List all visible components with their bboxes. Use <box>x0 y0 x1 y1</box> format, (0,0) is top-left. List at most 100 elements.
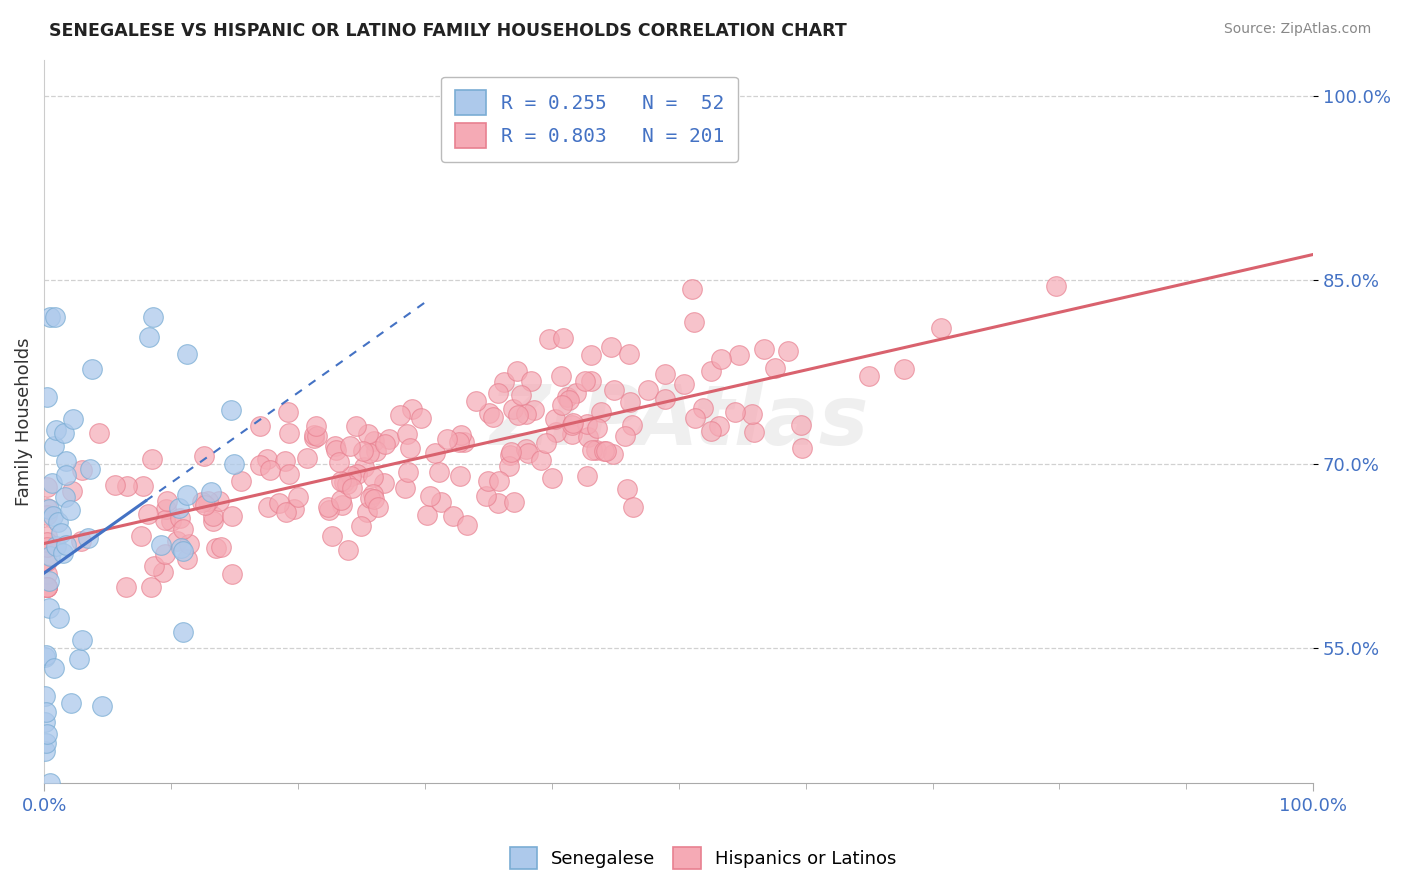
Point <box>742 425 765 439</box>
Point <box>593 443 616 458</box>
Point <box>579 375 602 389</box>
Point <box>619 395 641 409</box>
Point <box>259 463 281 477</box>
Point <box>561 427 583 442</box>
Point <box>114 580 136 594</box>
Point <box>515 442 537 456</box>
Point <box>339 439 361 453</box>
Point <box>449 469 471 483</box>
Point <box>515 407 537 421</box>
Point <box>416 508 439 522</box>
Point <box>305 429 328 443</box>
Point <box>44 661 66 675</box>
Point <box>55 538 77 552</box>
Point <box>39 310 62 325</box>
Point <box>35 580 58 594</box>
Point <box>153 547 176 561</box>
Point <box>792 442 814 456</box>
Point <box>585 442 607 457</box>
Point <box>150 538 173 552</box>
Point <box>396 466 419 480</box>
Point <box>287 490 309 504</box>
Point <box>550 368 572 383</box>
Point <box>520 374 543 388</box>
Point <box>401 401 423 416</box>
Point <box>87 426 110 441</box>
Point <box>893 362 915 376</box>
Point <box>35 580 58 594</box>
Point <box>42 509 65 524</box>
Point <box>574 375 596 389</box>
Point <box>35 501 58 516</box>
Point <box>53 425 76 440</box>
Point <box>340 468 363 483</box>
Point <box>488 496 510 510</box>
Point <box>344 419 367 434</box>
Point <box>304 418 326 433</box>
Point <box>55 454 77 468</box>
Point <box>191 495 214 509</box>
Point <box>197 494 219 508</box>
Point <box>350 519 373 533</box>
Point <box>152 565 174 579</box>
Point <box>727 348 749 362</box>
Point <box>153 513 176 527</box>
Point <box>672 376 695 391</box>
Point <box>477 474 499 488</box>
Point <box>283 501 305 516</box>
Point <box>419 489 441 503</box>
Point <box>683 410 706 425</box>
Point <box>707 418 730 433</box>
Point <box>456 517 478 532</box>
Point <box>156 494 179 508</box>
Point <box>621 500 644 514</box>
Point <box>38 549 60 563</box>
Point <box>267 496 290 510</box>
Text: SENEGALESE VS HISPANIC OR LATINO FAMILY HOUSEHOLDS CORRELATION CHART: SENEGALESE VS HISPANIC OR LATINO FAMILY … <box>49 22 846 40</box>
Point <box>509 388 531 402</box>
Point <box>70 462 93 476</box>
Point <box>129 529 152 543</box>
Point <box>486 386 509 401</box>
Point <box>35 535 58 549</box>
Point <box>654 392 676 406</box>
Point <box>49 525 72 540</box>
Point <box>551 331 574 345</box>
Point <box>581 348 603 362</box>
Point <box>363 487 385 501</box>
Point <box>398 441 420 455</box>
Point <box>138 507 160 521</box>
Point <box>104 478 127 492</box>
Point <box>35 480 58 494</box>
Point <box>565 386 588 401</box>
Point <box>169 510 191 524</box>
Point <box>523 403 546 417</box>
Point <box>616 483 638 497</box>
Point <box>367 500 389 514</box>
Point <box>38 574 60 588</box>
Point <box>425 446 447 460</box>
Point <box>278 425 301 440</box>
Point <box>724 405 747 419</box>
Point <box>499 448 522 462</box>
Point <box>336 543 359 558</box>
Point <box>602 447 624 461</box>
Point <box>700 364 723 378</box>
Point <box>637 384 659 398</box>
Text: Source: ZipAtlas.com: Source: ZipAtlas.com <box>1223 22 1371 37</box>
Point <box>170 541 193 555</box>
Point <box>278 467 301 482</box>
Point <box>929 320 952 334</box>
Point <box>45 423 67 437</box>
Point <box>274 505 297 519</box>
Point <box>91 699 114 714</box>
Point <box>141 452 163 467</box>
Point <box>318 500 340 514</box>
Point <box>34 714 56 729</box>
Point <box>249 419 271 434</box>
Point <box>48 611 70 625</box>
Point <box>363 434 385 448</box>
Point <box>80 362 103 376</box>
Point <box>502 401 524 416</box>
Point <box>336 477 359 491</box>
